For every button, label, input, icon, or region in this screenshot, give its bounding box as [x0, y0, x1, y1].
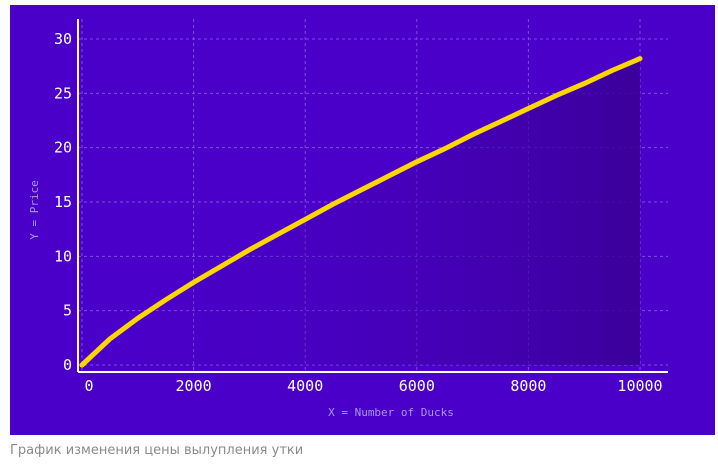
y-tick-label-15: 15 [54, 193, 72, 211]
x-tick-label-2000: 2000 [176, 377, 212, 395]
chart-caption: График изменения цены вылупления утки [10, 443, 304, 458]
y-tick-labels: 0 5 10 15 20 25 30 [54, 30, 72, 374]
x-tick-label-6000: 6000 [399, 377, 435, 395]
x-tick-labels: 0 2000 4000 6000 8000 10000 [84, 377, 662, 395]
y-tick-label-5: 5 [63, 302, 72, 320]
area-fill [82, 58, 640, 365]
chart-panel: 0 2000 4000 6000 8000 10000 0 5 10 15 20 25 30 X = … [10, 5, 715, 435]
y-tick-label-25: 25 [54, 84, 72, 102]
x-tick-label-10000: 10000 [617, 377, 662, 395]
y-tick-label-20: 20 [54, 139, 72, 157]
y-tick-label-0: 0 [63, 356, 72, 374]
x-tick-label-0: 0 [84, 377, 93, 395]
x-tick-label-8000: 8000 [510, 377, 546, 395]
y-axis-label: Y = Price [28, 180, 41, 240]
x-axis-label: X = Number of Ducks [328, 406, 454, 419]
chart-svg: 0 2000 4000 6000 8000 10000 0 5 10 15 20 25 30 X = … [28, 19, 668, 419]
x-tick-label-4000: 4000 [287, 377, 323, 395]
y-tick-label-10: 10 [54, 247, 72, 265]
y-tick-label-30: 30 [54, 30, 72, 48]
series-line-price [79, 56, 643, 368]
